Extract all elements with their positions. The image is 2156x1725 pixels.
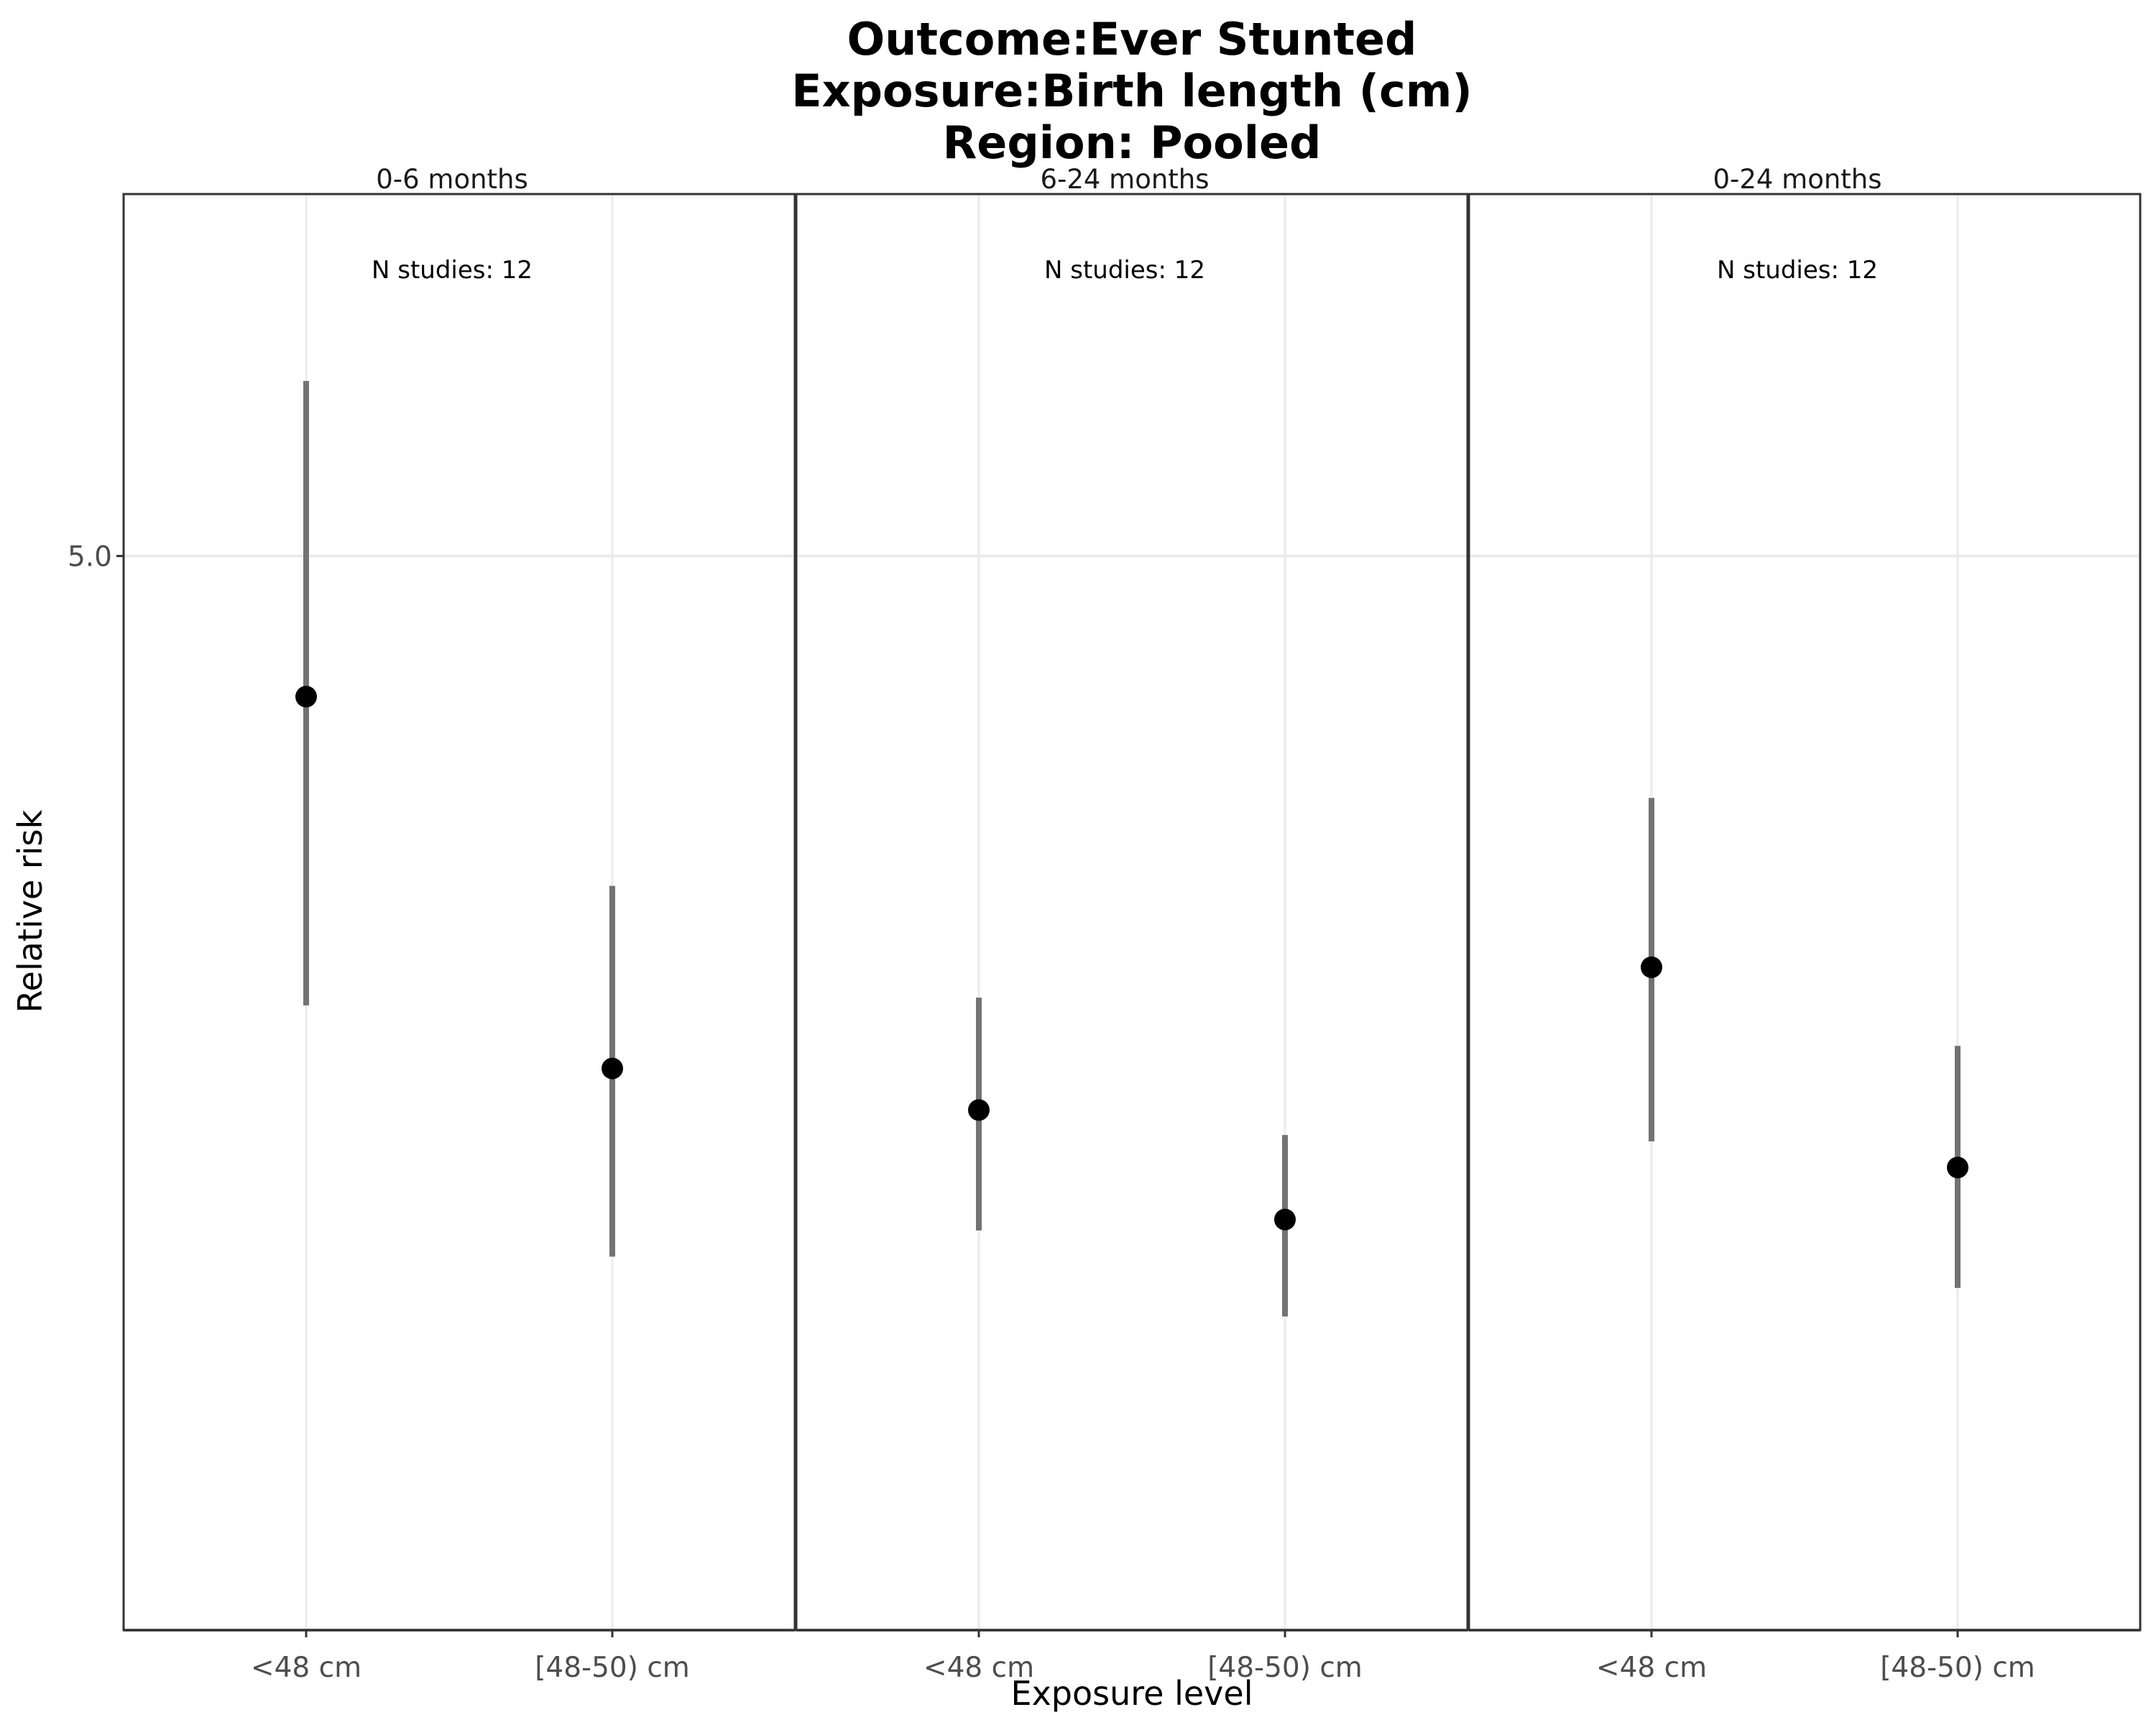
x-tick-label: <48 cm — [251, 1652, 361, 1684]
estimate-point — [1641, 956, 1662, 978]
panel-background — [1469, 194, 2140, 1630]
panel-strip-label: 6-24 months — [1040, 164, 1209, 195]
x-tick-label: [48-50) cm — [1880, 1652, 2035, 1684]
panel-border — [795, 193, 1469, 1632]
estimate-point — [1947, 1156, 1968, 1179]
estimate-point — [295, 686, 317, 708]
panel-1: 0-6 months N studies: 12 <48 cm [48-50) cm — [122, 164, 796, 1684]
panel-background — [124, 194, 795, 1630]
x-tick-label: [48-50) cm — [1207, 1652, 1363, 1684]
panel-border — [1468, 193, 2142, 1632]
y-axis-title: Relative risk — [11, 809, 50, 1013]
estimate-point — [602, 1057, 623, 1080]
title-line-region: Region: Pooled — [943, 116, 1322, 169]
x-tick-label: <48 cm — [1596, 1652, 1707, 1684]
n-studies-note: N studies: 12 — [1044, 256, 1205, 285]
n-studies-note: N studies: 12 — [372, 256, 533, 285]
estimate-point — [1274, 1208, 1296, 1230]
panel-strip-label: 0-24 months — [1713, 164, 1881, 195]
x-axis-title: Exposure level — [1011, 1674, 1253, 1713]
n-studies-note: N studies: 12 — [1717, 256, 1878, 285]
panel-3: 0-24 months N studies: 12 <48 cm [48-50) cm — [1468, 164, 2142, 1684]
y-tick-label: 5.0 — [68, 541, 112, 574]
panel-2: 6-24 months N studies: 12 <48 cm [48-50) cm — [795, 164, 1469, 1684]
x-tick-label: <48 cm — [923, 1652, 1034, 1684]
estimate-point — [968, 1099, 990, 1121]
x-tick-label: [48-50) cm — [535, 1652, 690, 1684]
chart-title: Outcome:Ever Stunted Exposure:Birth leng… — [791, 13, 1472, 169]
panel-border — [122, 193, 796, 1632]
title-line-outcome: Outcome:Ever Stunted — [847, 13, 1417, 65]
panel-strip-label: 0-6 months — [376, 164, 528, 195]
title-line-exposure: Exposure:Birth length (cm) — [791, 65, 1472, 117]
panel-background — [796, 194, 1468, 1630]
y-axis: 5.0 — [68, 541, 124, 574]
